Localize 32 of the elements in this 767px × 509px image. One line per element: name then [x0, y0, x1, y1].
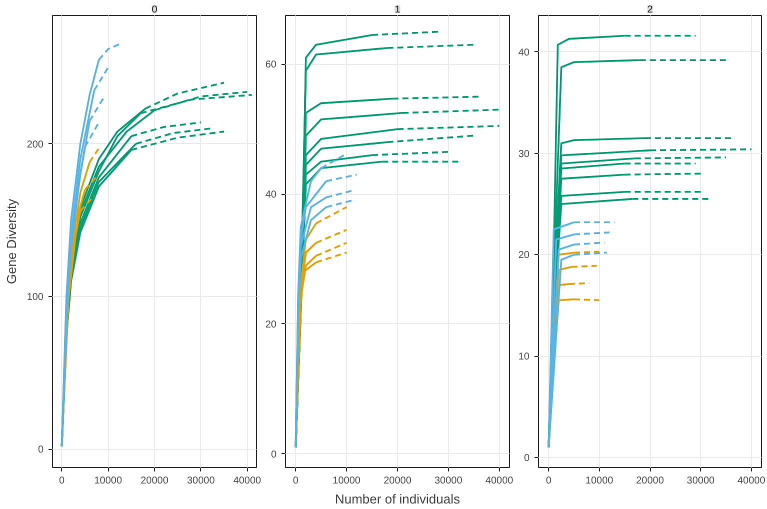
x-tick-label: 10000	[332, 476, 361, 486]
y-tick-label: 20	[518, 250, 530, 262]
chart-title: 1	[394, 4, 401, 16]
x-tick-label: 0	[58, 476, 65, 486]
y-tick-label: 40	[518, 47, 530, 58]
x-tick-label: 30000	[434, 476, 463, 486]
x-tick-label: 0	[546, 476, 552, 486]
chart-title: 0	[152, 4, 158, 16]
y-tick-label: 10	[518, 352, 530, 363]
x-tick-label: 10000	[94, 476, 122, 486]
y-tick-label: 30	[518, 148, 530, 160]
y-tick-label: 60	[265, 60, 277, 71]
x-tick-label: 20000	[636, 476, 664, 486]
y-tick-label: 100	[26, 292, 44, 303]
x-axis-title: Number of individuals	[335, 492, 460, 506]
y-tick-label: 0	[38, 444, 44, 456]
x-tick-label: 0	[292, 476, 299, 486]
x-tick-label: 40000	[233, 476, 262, 486]
x-tick-label: 30000	[686, 476, 716, 486]
y-tick-label: 0	[524, 452, 530, 464]
y-tick-label: 20	[265, 319, 277, 330]
x-tick-label: 40000	[737, 476, 766, 486]
y-tick-label: 0	[270, 449, 277, 460]
y-tick-label: 40	[265, 190, 277, 201]
y-tick-label: 200	[26, 139, 44, 150]
chart-title: 2	[647, 4, 654, 16]
x-tick-label: 40000	[485, 476, 514, 486]
x-tick-label: 20000	[384, 476, 412, 486]
x-tick-label: 20000	[140, 476, 169, 486]
x-tick-label: 30000	[186, 476, 216, 486]
y-axis-title: Gene Diversity	[4, 198, 19, 284]
x-tick-label: 10000	[585, 476, 614, 486]
